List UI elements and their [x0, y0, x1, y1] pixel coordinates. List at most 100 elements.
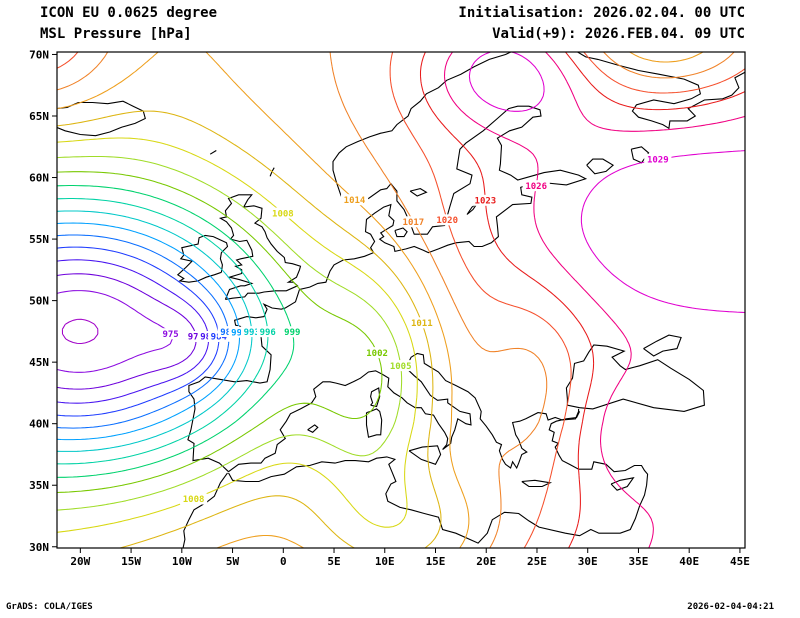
contour-label-mask: [340, 194, 369, 206]
lon-tick-label: 25E: [527, 555, 547, 568]
lon-tick-label: 0: [280, 555, 287, 568]
grads-credit: GrADS: COLA/IGES: [6, 602, 93, 612]
contour-label-mask: [185, 331, 207, 342]
isobar-999: [57, 184, 295, 478]
lon-tick-label: 20E: [476, 555, 496, 568]
contour-label-mask: [399, 216, 427, 228]
map-frame: [56, 51, 746, 549]
lat-tick-label: 70N: [29, 48, 49, 61]
contour-label: 1008: [183, 495, 205, 505]
coastline: [409, 188, 428, 197]
isobar-972: [61, 318, 99, 345]
isobar-1029: [468, 52, 745, 314]
lat-tick-label: 30N: [29, 541, 49, 554]
contour-label-mask: [228, 326, 250, 338]
contour-label: 990: [231, 328, 247, 338]
lon-tick-label: 20W: [70, 555, 90, 568]
isobar-1023: [419, 52, 745, 548]
coastline: [521, 479, 553, 488]
lat-tick-label: 35N: [29, 479, 49, 492]
isobar-975: [57, 290, 173, 373]
lon-tick-label: 5W: [226, 555, 240, 568]
contour-label: 993: [244, 328, 260, 338]
lat-tick-label: 50N: [29, 295, 49, 308]
contour-label: 1002: [366, 349, 388, 359]
coastline: [565, 344, 705, 412]
lon-tick-label: 10W: [172, 555, 192, 568]
contour-label-mask: [159, 328, 182, 340]
contour-label: 1020: [436, 216, 458, 226]
isobar-987: [57, 234, 230, 429]
contour-label-mask: [433, 214, 461, 226]
lat-tick-label: 55N: [29, 233, 49, 246]
isobar-981: [57, 259, 210, 404]
contour-label: 1017: [403, 218, 425, 228]
lon-tick-label: 5E: [327, 555, 340, 568]
contour-label: 1011: [411, 319, 433, 329]
isobar-1014: [57, 52, 704, 548]
lat-tick-label: 60N: [29, 172, 49, 185]
isobar-layer: [57, 52, 745, 548]
coastline: [182, 472, 228, 548]
isobar-1005: [57, 155, 403, 511]
isobar-978: [57, 273, 197, 390]
contour-label-mask: [408, 317, 436, 329]
coastline: [365, 408, 383, 438]
render-timestamp: 2026-02-04-04:21: [687, 602, 774, 612]
contour-label: 978: [188, 333, 204, 343]
lon-tick-label: 35E: [629, 555, 649, 568]
init-time-label: Initialisation: 2026.02.04. 00 UTC: [458, 5, 745, 21]
isobar-1017: [57, 52, 735, 548]
coastline: [394, 227, 408, 238]
contour-label: 975: [162, 330, 178, 340]
contour-label: 984: [211, 333, 228, 343]
contour-label-mask: [363, 347, 391, 359]
isobar-1026: [443, 52, 745, 548]
contour-label-layer: 9759789819849879909939969991002100510081…: [159, 153, 672, 505]
coastline: [586, 158, 615, 175]
valid-time-label: Valid(+9): 2026.FEB.04. 09 UTC: [492, 26, 745, 42]
contour-label-mask: [257, 326, 279, 338]
contour-label: 999: [284, 328, 300, 338]
coastline: [370, 387, 381, 408]
model-title: ICON EU 0.0625 degree: [40, 5, 218, 21]
isobar-990: [57, 222, 241, 441]
coastline: [610, 477, 635, 491]
isobar-993: [57, 210, 253, 452]
contour-label-mask: [180, 493, 208, 505]
contour-label: 996: [260, 328, 276, 338]
lat-tick-label: 65N: [29, 110, 49, 123]
lon-tick-label: 15E: [426, 555, 446, 568]
coastline: [228, 352, 580, 473]
isobar-1020: [57, 52, 745, 548]
contour-label-mask: [241, 326, 263, 338]
lon-tick-label: 15W: [121, 555, 141, 568]
contour-label: 1014: [344, 196, 366, 206]
contour-label-mask: [644, 153, 672, 165]
coastline-layer: [57, 52, 745, 548]
contour-label-mask: [281, 326, 303, 338]
lon-tick-label: 30E: [578, 555, 598, 568]
contour-label-mask: [269, 207, 297, 219]
coastline: [209, 150, 217, 155]
lon-tick-label: 10E: [375, 555, 395, 568]
isobar-1011: [57, 110, 442, 548]
field-title: MSL Pressure [hPa]: [40, 26, 192, 42]
lon-tick-label: 45E: [730, 555, 750, 568]
coastline: [643, 334, 682, 357]
lon-tick-label: 40E: [679, 555, 699, 568]
contour-label: 1005: [390, 362, 412, 372]
contour-label-mask: [387, 360, 415, 372]
coastline: [57, 100, 146, 137]
contour-label-mask: [471, 194, 499, 206]
contour-label: 1023: [475, 197, 497, 207]
coastline: [176, 234, 229, 283]
isobar-1002: [57, 171, 383, 494]
contour-label: 987: [220, 328, 236, 338]
contour-label: 1026: [525, 182, 547, 192]
contour-label: 1029: [647, 156, 669, 166]
contour-label: 1008: [272, 209, 294, 219]
isobar-996: [57, 197, 269, 465]
